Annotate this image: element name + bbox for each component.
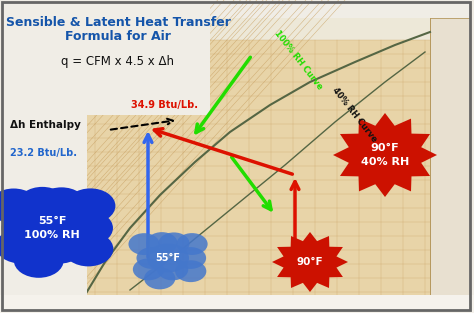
Ellipse shape [36,187,86,222]
Ellipse shape [158,233,190,254]
Ellipse shape [175,260,206,282]
Text: Δh Enthalpy: Δh Enthalpy [10,120,81,130]
Text: 34.9 Btu/Lb.: 34.9 Btu/Lb. [131,100,199,110]
Text: 40% RH Curve: 40% RH Curve [330,86,378,144]
Ellipse shape [137,247,168,269]
Text: Sensible & Latent Heat Transfer: Sensible & Latent Heat Transfer [6,16,230,29]
Bar [0,0,87,313]
Ellipse shape [63,211,113,245]
Ellipse shape [14,243,64,278]
Ellipse shape [18,205,86,251]
Ellipse shape [176,233,208,255]
Ellipse shape [65,188,115,223]
Ellipse shape [147,244,189,272]
Ellipse shape [133,259,164,280]
Ellipse shape [64,231,113,266]
Text: Formula for Air: Formula for Air [65,30,171,43]
Text: q = CFM x 4.5 x Δh: q = CFM x 4.5 x Δh [62,55,174,68]
Bar [430,18,470,295]
Polygon shape [272,232,348,292]
Bar [85,18,430,295]
Ellipse shape [128,233,160,255]
Text: 23.2 Btu/Lb.: 23.2 Btu/Lb. [10,148,77,158]
Ellipse shape [144,268,175,289]
Text: 55°F: 55°F [155,253,181,263]
Text: 90°F
40% RH: 90°F 40% RH [361,143,409,167]
Bar [0,295,474,313]
Ellipse shape [157,259,188,280]
Text: 100% RH Curve: 100% RH Curve [272,29,324,91]
Ellipse shape [0,228,46,264]
Bar [85,18,430,40]
Ellipse shape [0,188,39,223]
Polygon shape [333,113,437,197]
Text: 90°F: 90°F [297,257,323,267]
Ellipse shape [175,247,206,269]
Bar [0,0,210,115]
Ellipse shape [1,211,52,245]
Ellipse shape [18,187,67,222]
Text: 55°F
100% RH: 55°F 100% RH [24,216,80,239]
Ellipse shape [35,229,84,264]
Ellipse shape [146,232,178,254]
